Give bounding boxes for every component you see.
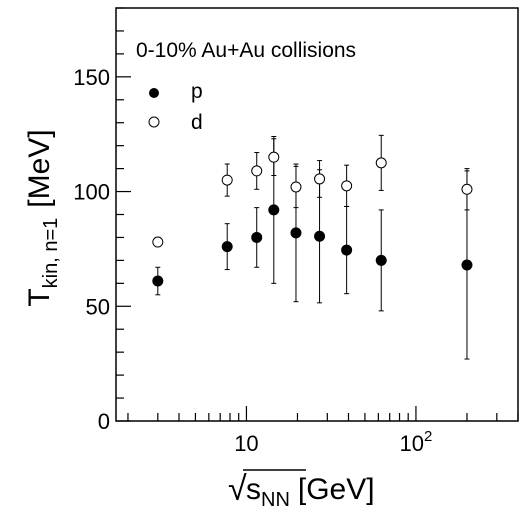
data-point: [221, 241, 233, 253]
data-point: [290, 181, 302, 193]
data-point: [461, 183, 473, 195]
x-tick-label: 10: [234, 431, 258, 456]
data-point: [341, 180, 353, 192]
legend-marker-p: [149, 88, 159, 98]
data-point: [341, 244, 353, 256]
y-tick-label: 50: [86, 294, 110, 319]
data-point: [152, 236, 164, 248]
x-tick-label-base: 10: [400, 431, 424, 456]
data-point: [290, 227, 302, 239]
legend-marker-d: [148, 116, 160, 128]
x-tick-label-exponent: 2: [424, 428, 432, 445]
x-axis-label-main: s: [246, 473, 261, 506]
y-ticks: 0 50 100 150: [73, 7, 131, 434]
x-axis-label-sub: NN: [261, 489, 290, 511]
y-axis-label-unit: [MeV]: [23, 129, 56, 207]
data-point: [375, 157, 387, 169]
plot-frame: [115, 7, 519, 422]
x-axis-label-root: √: [228, 470, 247, 508]
chart-title: 0-10% Au+Au collisions: [136, 39, 356, 62]
data-point: [268, 151, 280, 163]
x-axis-label-unit: [GeV]: [298, 473, 375, 506]
series-d: [152, 134, 473, 248]
data-point: [461, 259, 473, 271]
series-p: [152, 135, 473, 360]
y-axis-label-sub: kin, n=1: [40, 218, 62, 289]
y-tick-label: 100: [73, 180, 110, 205]
data-point: [268, 204, 280, 216]
series-layer: [152, 134, 473, 360]
data-point: [375, 254, 387, 266]
y-axis-label: Tkin, n=1 [MeV]: [23, 129, 62, 306]
legend-label-p: p: [191, 80, 203, 103]
x-tick-label-base: 10: [234, 431, 258, 456]
x-axis-label-text: sNN [GeV]: [246, 473, 375, 511]
data-point: [251, 231, 263, 243]
legend-label-d: d: [191, 111, 203, 134]
legend: p d: [148, 80, 203, 134]
data-point: [152, 275, 164, 287]
data-point: [314, 230, 326, 242]
data-point: [221, 174, 233, 186]
y-tick-label: 150: [73, 65, 110, 90]
y-tick-label: 0: [98, 409, 110, 434]
y-axis-label-main: T: [23, 288, 56, 306]
x-axis-label: √ sNN [GeV]: [228, 469, 375, 511]
x-minor-ticks: [127, 413, 519, 421]
data-point: [314, 173, 326, 185]
x-tick-label: 102: [400, 428, 433, 456]
x-major-ticks: 10 102: [234, 406, 432, 456]
data-point: [251, 165, 263, 177]
